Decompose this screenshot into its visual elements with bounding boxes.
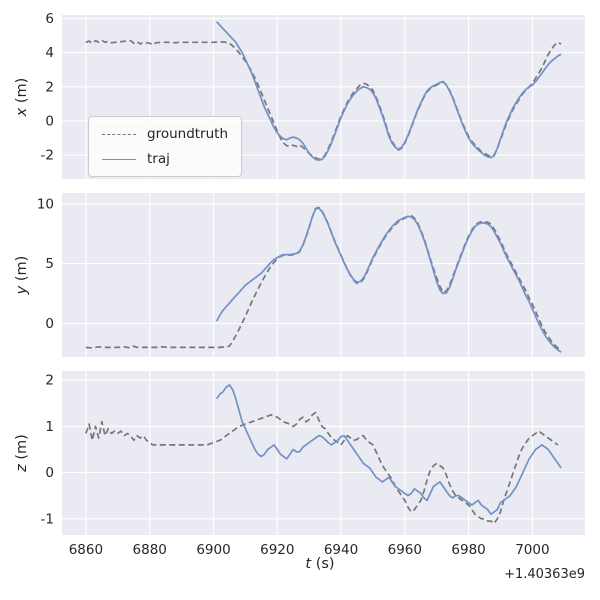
series-groundtruth-line bbox=[85, 411, 559, 525]
ytick-label: 2 bbox=[45, 373, 54, 389]
series-traj-line bbox=[216, 21, 562, 162]
xtick-label: 6920 bbox=[260, 542, 294, 558]
xlabel: t (s) bbox=[305, 556, 335, 572]
legend-label-groundtruth: groundtruth bbox=[147, 126, 229, 142]
legend-line-sample-groundtruth bbox=[102, 133, 136, 135]
subplot-z: -1 0 1 2 6860 6880 6900 6920 6940 6960 6980 7000 bbox=[41, 371, 585, 558]
subplot-y: 0 5 10 bbox=[37, 193, 585, 357]
ytick-label: 1 bbox=[45, 419, 54, 435]
axis-offset-text: +1.40363e9 bbox=[504, 567, 585, 582]
xtick-label: 7000 bbox=[515, 542, 549, 558]
legend: groundtruth traj bbox=[88, 116, 243, 177]
axes-background bbox=[62, 371, 585, 535]
xtick-label: 6860 bbox=[69, 542, 103, 558]
legend-entry-traj: traj bbox=[102, 151, 228, 167]
ylabel-y: y (m) bbox=[14, 255, 30, 295]
legend-label-traj: traj bbox=[147, 151, 170, 167]
ytick-label: 4 bbox=[45, 45, 54, 61]
series-traj-line bbox=[215, 207, 562, 353]
xtick-label: 6880 bbox=[133, 542, 167, 558]
ytick-label: 6 bbox=[45, 11, 54, 27]
ytick-label: 5 bbox=[45, 256, 54, 272]
ylabel-z: z (m) bbox=[14, 434, 30, 472]
ytick-label: 10 bbox=[37, 196, 54, 212]
xtick-label: 6900 bbox=[196, 542, 230, 558]
ylabel-x: x (m) bbox=[14, 77, 30, 117]
series-traj-line bbox=[216, 384, 562, 516]
ytick-label: 2 bbox=[45, 79, 54, 95]
ytick-label: -2 bbox=[41, 148, 54, 164]
xtick-label: 6980 bbox=[451, 542, 485, 558]
xtick-label: 6940 bbox=[324, 542, 358, 558]
legend-entry-groundtruth: groundtruth bbox=[102, 126, 228, 142]
ytick-label: -1 bbox=[41, 511, 54, 527]
ytick-label: 0 bbox=[45, 113, 54, 129]
ytick-label: 0 bbox=[45, 465, 54, 481]
ytick-label: 0 bbox=[45, 316, 54, 332]
axes-background bbox=[62, 193, 585, 357]
xtick-label: 6960 bbox=[388, 542, 422, 558]
legend-line-sample-traj bbox=[102, 158, 136, 160]
